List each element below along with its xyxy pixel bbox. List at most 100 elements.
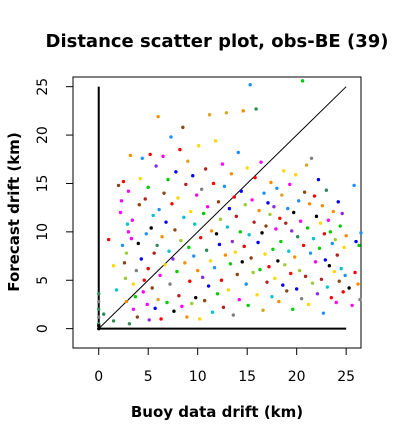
data-point — [186, 159, 190, 163]
data-point — [187, 245, 191, 250]
data-point — [323, 258, 328, 262]
data-point — [281, 283, 285, 287]
data-point — [174, 170, 178, 174]
data-point — [219, 278, 224, 282]
data-point — [125, 222, 130, 226]
data-point — [263, 252, 267, 256]
data-point — [340, 211, 344, 216]
data-point — [330, 241, 334, 246]
data-point — [215, 292, 220, 296]
data-point — [328, 230, 333, 234]
data-point — [261, 308, 265, 312]
data-point — [300, 79, 305, 83]
data-point — [224, 111, 229, 115]
data-point — [311, 236, 316, 241]
data-point — [234, 214, 238, 219]
data-point — [193, 222, 197, 226]
y-tick-label: 20 — [35, 126, 51, 144]
plot-frame — [72, 76, 362, 349]
data-point — [265, 280, 269, 284]
data-point — [292, 255, 297, 259]
data-point — [97, 292, 101, 296]
data-point — [135, 315, 140, 319]
data-point — [358, 297, 362, 302]
data-point — [201, 211, 206, 216]
data-point — [173, 228, 177, 232]
data-point — [144, 232, 148, 236]
data-point — [196, 144, 201, 148]
data-point — [303, 274, 308, 279]
data-point — [297, 268, 302, 273]
data-point — [356, 282, 360, 286]
data-point — [269, 180, 273, 185]
data-point — [320, 204, 325, 208]
data-point — [162, 191, 166, 195]
data-point — [252, 220, 256, 224]
data-point — [242, 244, 246, 249]
data-point — [235, 272, 239, 277]
y-tick-label: 0 — [35, 324, 51, 333]
data-point — [188, 279, 192, 283]
data-point — [268, 212, 272, 217]
data-point — [101, 312, 106, 316]
data-point — [244, 282, 248, 286]
x-tick-label: 25 — [337, 369, 355, 385]
data-point — [172, 309, 176, 313]
data-point — [124, 251, 129, 255]
data-point — [116, 183, 121, 188]
data-point — [253, 175, 257, 180]
data-point — [207, 113, 212, 117]
data-point — [212, 265, 217, 270]
data-point — [266, 201, 270, 205]
data-point — [316, 177, 321, 182]
data-point — [228, 262, 233, 266]
data-point — [226, 288, 231, 292]
data-point — [176, 196, 180, 200]
data-point — [284, 221, 288, 225]
data-point — [352, 183, 356, 188]
x-tick-label: 10 — [189, 369, 207, 385]
data-point — [295, 234, 300, 239]
data-point — [169, 135, 173, 139]
data-point — [257, 208, 261, 213]
chart-title: Distance scatter plot, obs-BE (39) — [46, 31, 389, 52]
data-point — [274, 227, 278, 231]
y-tick-label: 5 — [35, 276, 51, 285]
data-point — [357, 243, 361, 248]
data-point — [194, 295, 198, 300]
data-point — [153, 306, 157, 311]
data-point — [308, 251, 313, 255]
data-point — [111, 319, 116, 323]
y-tick-label: 10 — [35, 223, 51, 241]
data-point — [326, 218, 331, 222]
data-point — [142, 278, 146, 282]
data-point — [111, 264, 116, 268]
data-point — [157, 207, 161, 212]
data-point — [124, 299, 129, 304]
data-point — [198, 235, 203, 240]
x-tick-label: 15 — [238, 369, 256, 385]
data-point — [239, 189, 243, 193]
data-point — [246, 303, 250, 308]
data-point — [359, 231, 363, 235]
data-point — [333, 237, 337, 242]
data-point — [306, 302, 311, 307]
data-point — [222, 184, 227, 189]
data-point — [106, 237, 111, 242]
data-points — [97, 79, 363, 331]
data-point — [122, 261, 127, 265]
data-point — [232, 195, 237, 199]
data-point — [220, 162, 225, 166]
data-point — [223, 253, 228, 257]
data-point — [288, 182, 292, 187]
data-point — [184, 182, 188, 187]
data-point — [126, 230, 131, 234]
data-point — [254, 107, 258, 111]
data-point — [289, 271, 293, 276]
data-point — [136, 241, 141, 246]
x-tick-label: 0 — [94, 369, 103, 385]
data-point — [245, 166, 249, 170]
data-point — [159, 317, 163, 321]
data-point — [312, 194, 317, 198]
data-point — [260, 231, 264, 235]
